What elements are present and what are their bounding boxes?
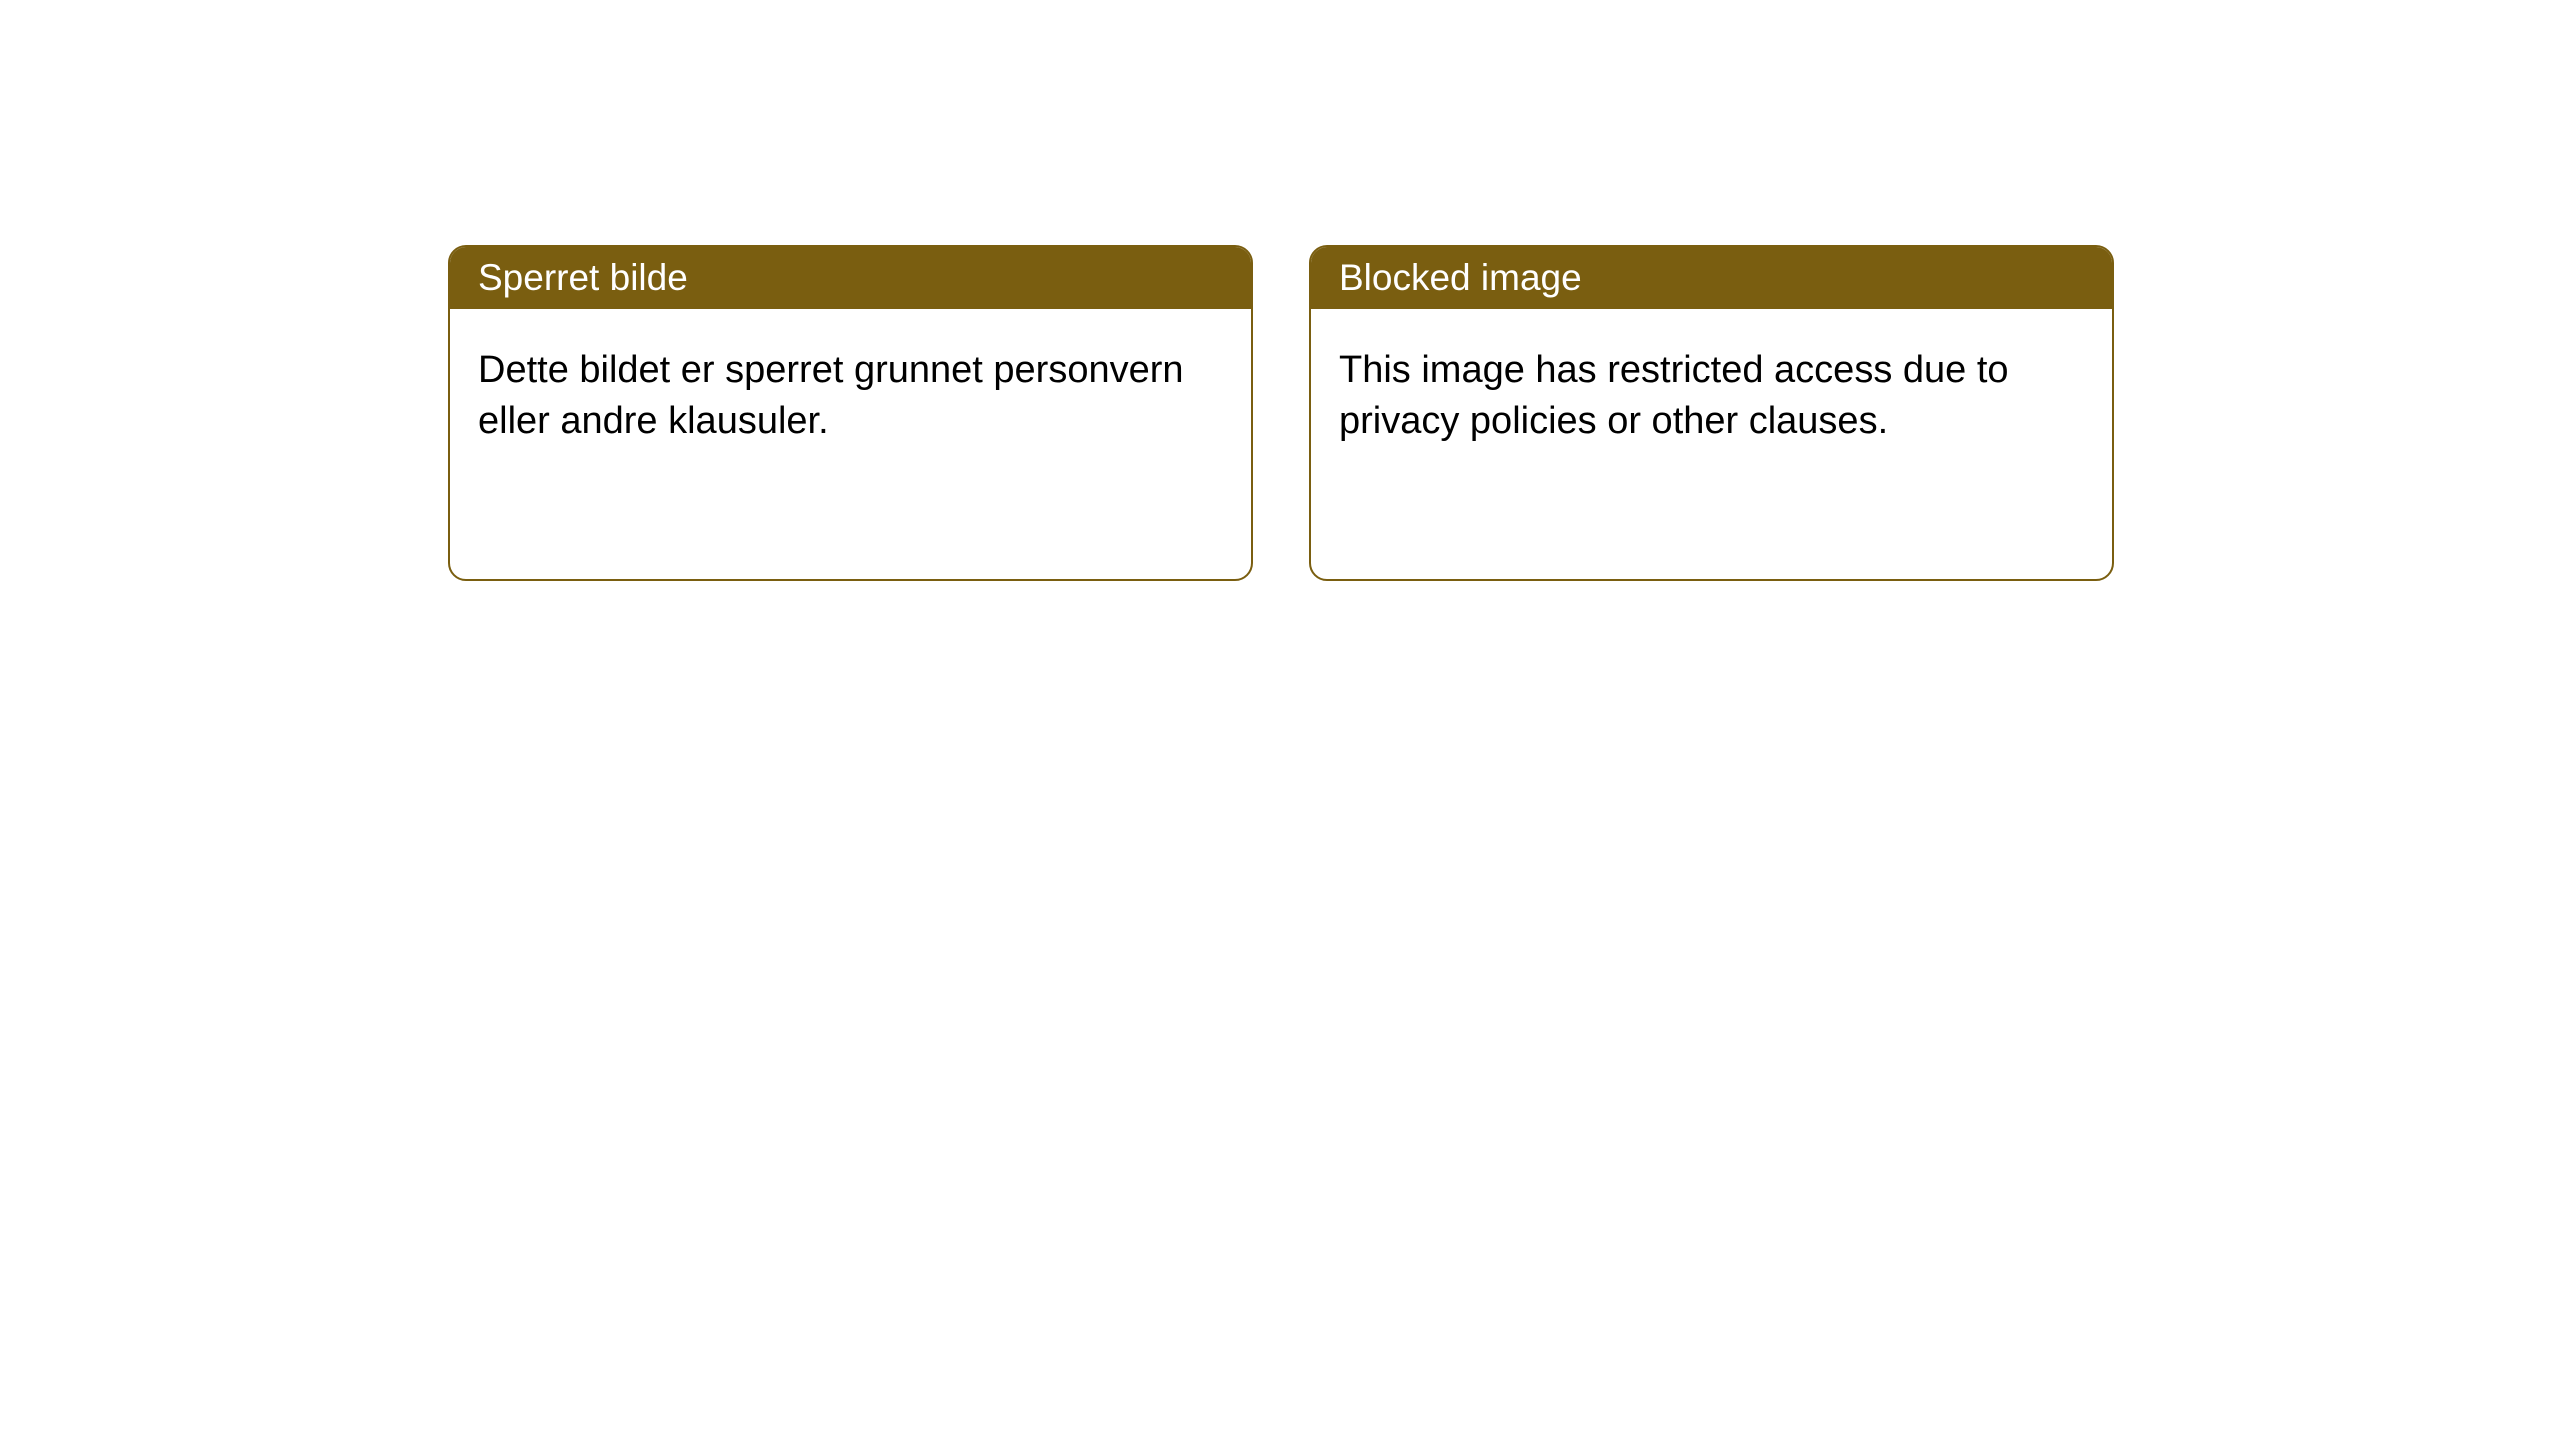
notice-container: Sperret bilde Dette bildet er sperret gr… (0, 0, 2560, 581)
card-header-english: Blocked image (1311, 247, 2112, 309)
card-header-norwegian: Sperret bilde (450, 247, 1251, 309)
card-title-english: Blocked image (1339, 257, 1582, 298)
blocked-image-card-norwegian: Sperret bilde Dette bildet er sperret gr… (448, 245, 1253, 581)
card-body-english: This image has restricted access due to … (1311, 309, 2112, 484)
blocked-image-card-english: Blocked image This image has restricted … (1309, 245, 2114, 581)
card-message-norwegian: Dette bildet er sperret grunnet personve… (478, 349, 1184, 442)
card-message-english: This image has restricted access due to … (1339, 349, 2009, 442)
card-body-norwegian: Dette bildet er sperret grunnet personve… (450, 309, 1251, 484)
card-title-norwegian: Sperret bilde (478, 257, 688, 298)
